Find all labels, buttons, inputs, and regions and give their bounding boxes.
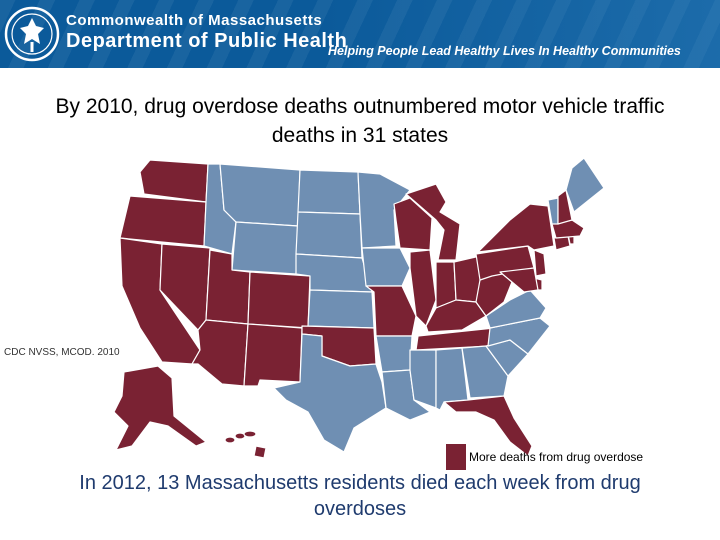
state-MS (409, 349, 437, 409)
banner-pattern (0, 0, 720, 68)
state-MT (219, 163, 301, 227)
state-KY (425, 299, 487, 333)
state-VA (485, 289, 547, 329)
state-AZ (191, 319, 249, 387)
state-NJ (533, 249, 547, 277)
source-citation: CDC NVSS, MCOD. 2010 (4, 347, 120, 358)
state-IA (361, 247, 411, 287)
us-states-map (113, 157, 605, 459)
state-GA (461, 345, 509, 399)
state-SD (295, 211, 363, 259)
legend-label: More deaths from drug overdose (469, 450, 644, 464)
state-TX (273, 333, 387, 453)
footer-statement: In 2012, 13 Massachusetts residents died… (79, 472, 641, 520)
state-NY (477, 203, 555, 253)
state-KS (307, 289, 375, 329)
state-WY (231, 221, 299, 275)
state-MI (405, 183, 461, 261)
state-seal-icon (4, 6, 60, 62)
header-banner: Commonwealth of Massachusetts Department… (0, 0, 720, 68)
state-MN (357, 171, 411, 249)
map-legend: More deaths from drug overdose (446, 444, 643, 470)
slide-title: By 2010, drug overdose deaths outnumbere… (55, 95, 665, 147)
state-OR (119, 195, 207, 247)
org-name-line1: Commonwealth of Massachusetts (66, 12, 323, 29)
state-ND (297, 169, 361, 215)
org-name-line2: Department of Public Health (66, 30, 348, 52)
state-AR (375, 335, 413, 373)
state-HI (224, 430, 267, 459)
state-AK (113, 365, 207, 451)
state-NH (557, 189, 573, 225)
state-CO (247, 271, 311, 329)
legend-swatch (446, 444, 466, 470)
state-FL (443, 395, 533, 457)
org-tagline: Helping People Lead Healthy Lives In Hea… (328, 44, 681, 58)
state-WA (139, 159, 209, 203)
banner-gradient (320, 0, 720, 68)
state-MD (499, 267, 539, 293)
state-NM (243, 323, 303, 387)
state-ME (565, 157, 605, 213)
